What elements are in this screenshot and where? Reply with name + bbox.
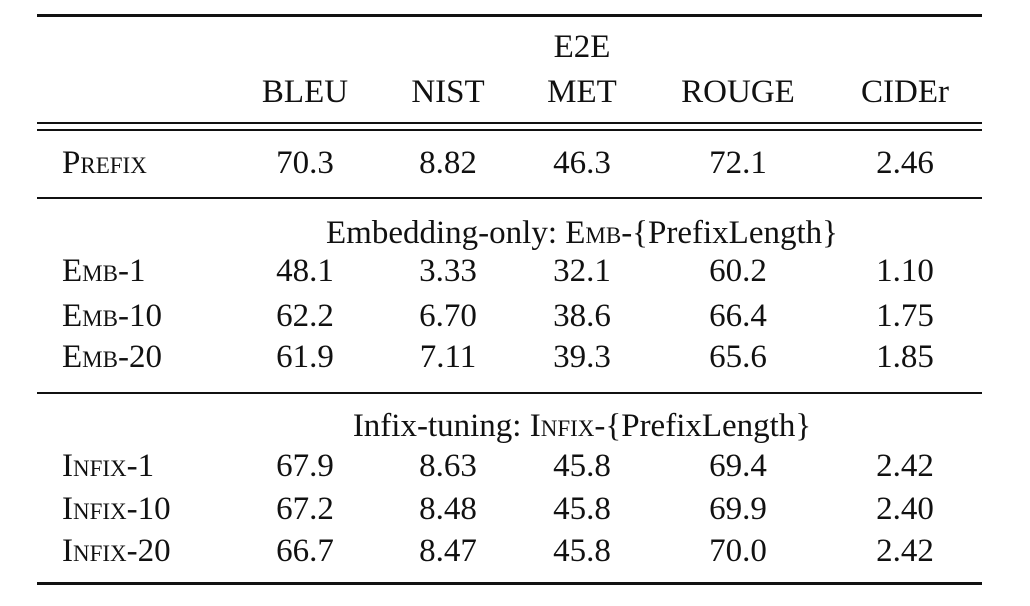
row-label: Emb-20 (62, 339, 162, 375)
section-title: Infix-tuning: Infix-{PrefixLength} (353, 410, 811, 443)
table-cell: 60.2 (709, 253, 767, 289)
table-cell: 8.47 (419, 533, 477, 569)
table-cell: 67.2 (276, 491, 334, 527)
table-cell: 61.9 (276, 339, 334, 375)
section-rule-1 (37, 197, 982, 199)
bottom-rule (37, 582, 982, 585)
table-cell: 2.46 (876, 145, 934, 181)
table-cell: 8.82 (419, 145, 477, 181)
table-cell: 69.4 (709, 448, 767, 484)
row-label: Infix-20 (62, 533, 171, 569)
table-cell: 2.42 (876, 448, 934, 484)
table-cell: 48.1 (276, 253, 334, 289)
row-label: Emb-1 (62, 253, 146, 289)
table-cell: 32.1 (553, 253, 611, 289)
table-cell: 66.7 (276, 533, 334, 569)
top-rule (37, 14, 982, 17)
table-cell: 1.10 (876, 253, 934, 289)
header-double-rule-1 (37, 122, 982, 124)
column-header: ROUGE (681, 74, 795, 110)
section-title: Embedding-only: Emb-{PrefixLength} (326, 217, 838, 250)
table-cell: 8.63 (419, 448, 477, 484)
table-cell: 3.33 (419, 253, 477, 289)
section-title-part: -{PrefixLength} (594, 408, 812, 444)
table-cell: 38.6 (553, 298, 611, 334)
row-label: Prefix (62, 145, 147, 181)
table-cell: 2.42 (876, 533, 934, 569)
table-cell: 69.9 (709, 491, 767, 527)
table-cell: 1.85 (876, 339, 934, 375)
section-title-part: Emb (565, 215, 622, 251)
table-cell: 67.9 (276, 448, 334, 484)
table-cell: 72.1 (709, 145, 767, 181)
table-cell: 7.11 (419, 339, 477, 375)
column-header: MET (547, 74, 617, 110)
table-cell: 70.0 (709, 533, 767, 569)
section-title-part: Infix-tuning: (352, 408, 530, 444)
table-cell: 8.48 (419, 491, 477, 527)
column-header: NIST (411, 74, 485, 110)
table-cell: 66.4 (709, 298, 767, 334)
section-title-part: -{PrefixLength} (621, 215, 838, 251)
table-cell: 45.8 (553, 491, 611, 527)
table-cell: 45.8 (553, 533, 611, 569)
table-cell: 45.8 (553, 448, 611, 484)
table-cell: 46.3 (553, 145, 611, 181)
section-rule-2 (37, 392, 982, 394)
row-label: Emb-10 (62, 298, 162, 334)
table-cell: 2.40 (876, 491, 934, 527)
table-cell: 62.2 (276, 298, 334, 334)
header-double-rule-2 (37, 129, 982, 131)
row-label: Infix-10 (62, 491, 171, 527)
table-cell: 1.75 (876, 298, 934, 334)
section-title-part: Infix (529, 408, 595, 444)
table-cell: 6.70 (419, 298, 477, 334)
table-cell: 70.3 (276, 145, 334, 181)
group-header: E2E (553, 29, 611, 65)
column-header: BLEU (261, 74, 349, 110)
column-header: CIDEr (861, 74, 949, 110)
table-cell: 39.3 (553, 339, 611, 375)
row-label: Infix-1 (62, 448, 155, 484)
section-title-part: Embedding-only: (326, 215, 566, 251)
table-cell: 65.6 (709, 339, 767, 375)
